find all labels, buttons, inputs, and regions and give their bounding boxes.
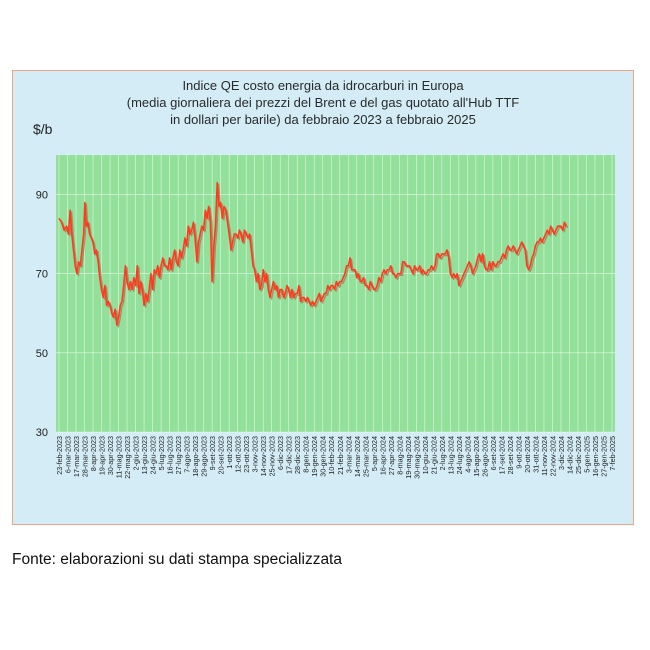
- x-tick-label: 28-set-2024: [506, 436, 515, 474]
- chart-title: Indice QE costo energia da idrocarburi i…: [13, 77, 633, 128]
- chart-title-line-2: (media giornaliera dei prezzi del Brent …: [126, 95, 520, 110]
- x-tick-label: 25-dic-2024: [574, 436, 583, 474]
- x-tick-label: 23-ott-2023: [242, 436, 251, 473]
- chart-frame: Indice QE costo energia da idrocarburi i…: [12, 70, 634, 525]
- x-tick-label: 13-giu-2023: [140, 436, 149, 474]
- x-tick-label: 18-ago-2023: [191, 436, 200, 477]
- x-tick-label: 5-gen-2025: [582, 436, 591, 473]
- x-tick-label: 2-lug-2024: [438, 436, 447, 470]
- chart-title-line-3: in dollari per barile) da febbraio 2023 …: [170, 112, 476, 127]
- x-tick-label: 19-mag-2024: [404, 436, 413, 479]
- x-tick-label: 19-gen-2024: [310, 436, 319, 477]
- x-tick-label: 6-set-2024: [489, 436, 498, 470]
- x-tick-label: 9-ott-2024: [514, 436, 523, 469]
- x-tick-label: 14-dic-2024: [565, 436, 574, 474]
- x-tick-label: 17-mar-2023: [72, 436, 81, 477]
- x-tick-label: 27-apr-2024: [387, 436, 396, 475]
- x-tick-label: 7-ago-2023: [183, 436, 192, 473]
- x-tick-label: 30-mag-2024: [412, 436, 421, 479]
- x-tick-label: 21-feb-2024: [336, 436, 345, 475]
- x-tick-label: 9-set-2023: [208, 436, 217, 470]
- x-tick-label: 17-dic-2023: [285, 436, 294, 474]
- x-tick-label: 30-apr-2023: [106, 436, 115, 475]
- x-tick-label: 28-mar-2023: [81, 436, 90, 477]
- x-tick-label: 6-dic-2023: [276, 436, 285, 470]
- line-chart: 30 50 70 90 23-feb-2023 6-mar-2023 17-mar-2023…: [36, 155, 617, 479]
- x-tick-label: 4-ago-2024: [463, 436, 472, 473]
- x-tick-label: 21-giu-2024: [429, 436, 438, 474]
- y-tick-label: 90: [36, 190, 48, 202]
- x-tick-label: 10-giu-2024: [421, 436, 430, 474]
- x-tick-label: 14-mar-2024: [353, 436, 362, 477]
- x-tick-label: 14-nov-2023: [259, 436, 268, 476]
- y-tick-label: 50: [36, 348, 48, 360]
- x-tick-label: 25-mar-2024: [361, 436, 370, 477]
- chart-title-line-1: Indice QE costo energia da idrocarburi i…: [182, 78, 464, 93]
- x-tick-label: 24-giu-2023: [149, 436, 158, 474]
- x-tick-label: 3-dic-2024: [557, 436, 566, 470]
- x-tick-label: 5-apr-2024: [370, 436, 379, 471]
- y-axis-label: $/b: [33, 121, 53, 137]
- x-tick-label: 22-mag-2023: [123, 436, 132, 479]
- x-tick-label: 15-ago-2024: [472, 436, 481, 477]
- x-tick-label: 8-mag-2024: [395, 436, 404, 475]
- x-tick-label: 6-mar-2023: [64, 436, 73, 473]
- source-note: Fonte: elaborazioni su dati stampa speci…: [12, 551, 342, 568]
- x-tick-label: 10-feb-2024: [327, 436, 336, 475]
- series-line: [58, 181, 567, 326]
- x-tick-label: 27-gen-2025: [599, 436, 608, 477]
- x-tick-label: 3-mar-2024: [344, 436, 353, 473]
- x-tick-label: 5-lug-2023: [157, 436, 166, 470]
- x-tick-label: 12-ott-2023: [234, 436, 243, 473]
- x-tick-label: 20-ott-2024: [523, 436, 532, 473]
- x-tick-label: 20-set-2023: [217, 436, 226, 474]
- x-tick-label: 2-giu-2023: [132, 436, 141, 470]
- x-tick-label: 25-nov-2023: [268, 436, 277, 476]
- x-tick-label: 11-nov-2024: [540, 436, 549, 476]
- x-tick-label: 24-lug-2024: [455, 436, 464, 474]
- x-tick-label: 13-lug-2024: [446, 436, 455, 474]
- x-tick-label: 1-ott-2023: [225, 436, 234, 469]
- x-tick-label: 3-nov-2023: [251, 436, 260, 472]
- y-tick-label: 30: [36, 427, 48, 439]
- x-tick-label: 29-ago-2023: [200, 436, 209, 477]
- x-tick-label: 26-ago-2024: [480, 436, 489, 477]
- x-tick-label: 17-set-2024: [497, 436, 506, 474]
- x-tick-label: 11-mag-2023: [115, 436, 124, 478]
- x-tick-label: 16-lug-2023: [166, 436, 175, 474]
- x-tick-label: 7-feb-2025: [608, 436, 617, 471]
- x-tick-label: 22-nov-2024: [548, 436, 557, 476]
- x-tick-label: 31-ott-2024: [531, 436, 540, 473]
- x-tick-label: 19-apr-2023: [98, 436, 107, 475]
- x-tick-label: 8-gen-2024: [302, 436, 311, 473]
- y-tick-label: 70: [36, 269, 48, 281]
- x-tick-label: 16-gen-2025: [591, 436, 600, 477]
- x-tick-label: 27-lug-2023: [174, 436, 183, 474]
- x-tick-label: 30-gen-2024: [319, 436, 328, 477]
- x-tick-label: 23-feb-2023: [55, 436, 64, 475]
- x-tick-label: 8-apr-2023: [89, 436, 98, 471]
- x-tick-label: 28-dic-2023: [293, 436, 302, 474]
- x-tick-label: 16-apr-2024: [378, 436, 387, 475]
